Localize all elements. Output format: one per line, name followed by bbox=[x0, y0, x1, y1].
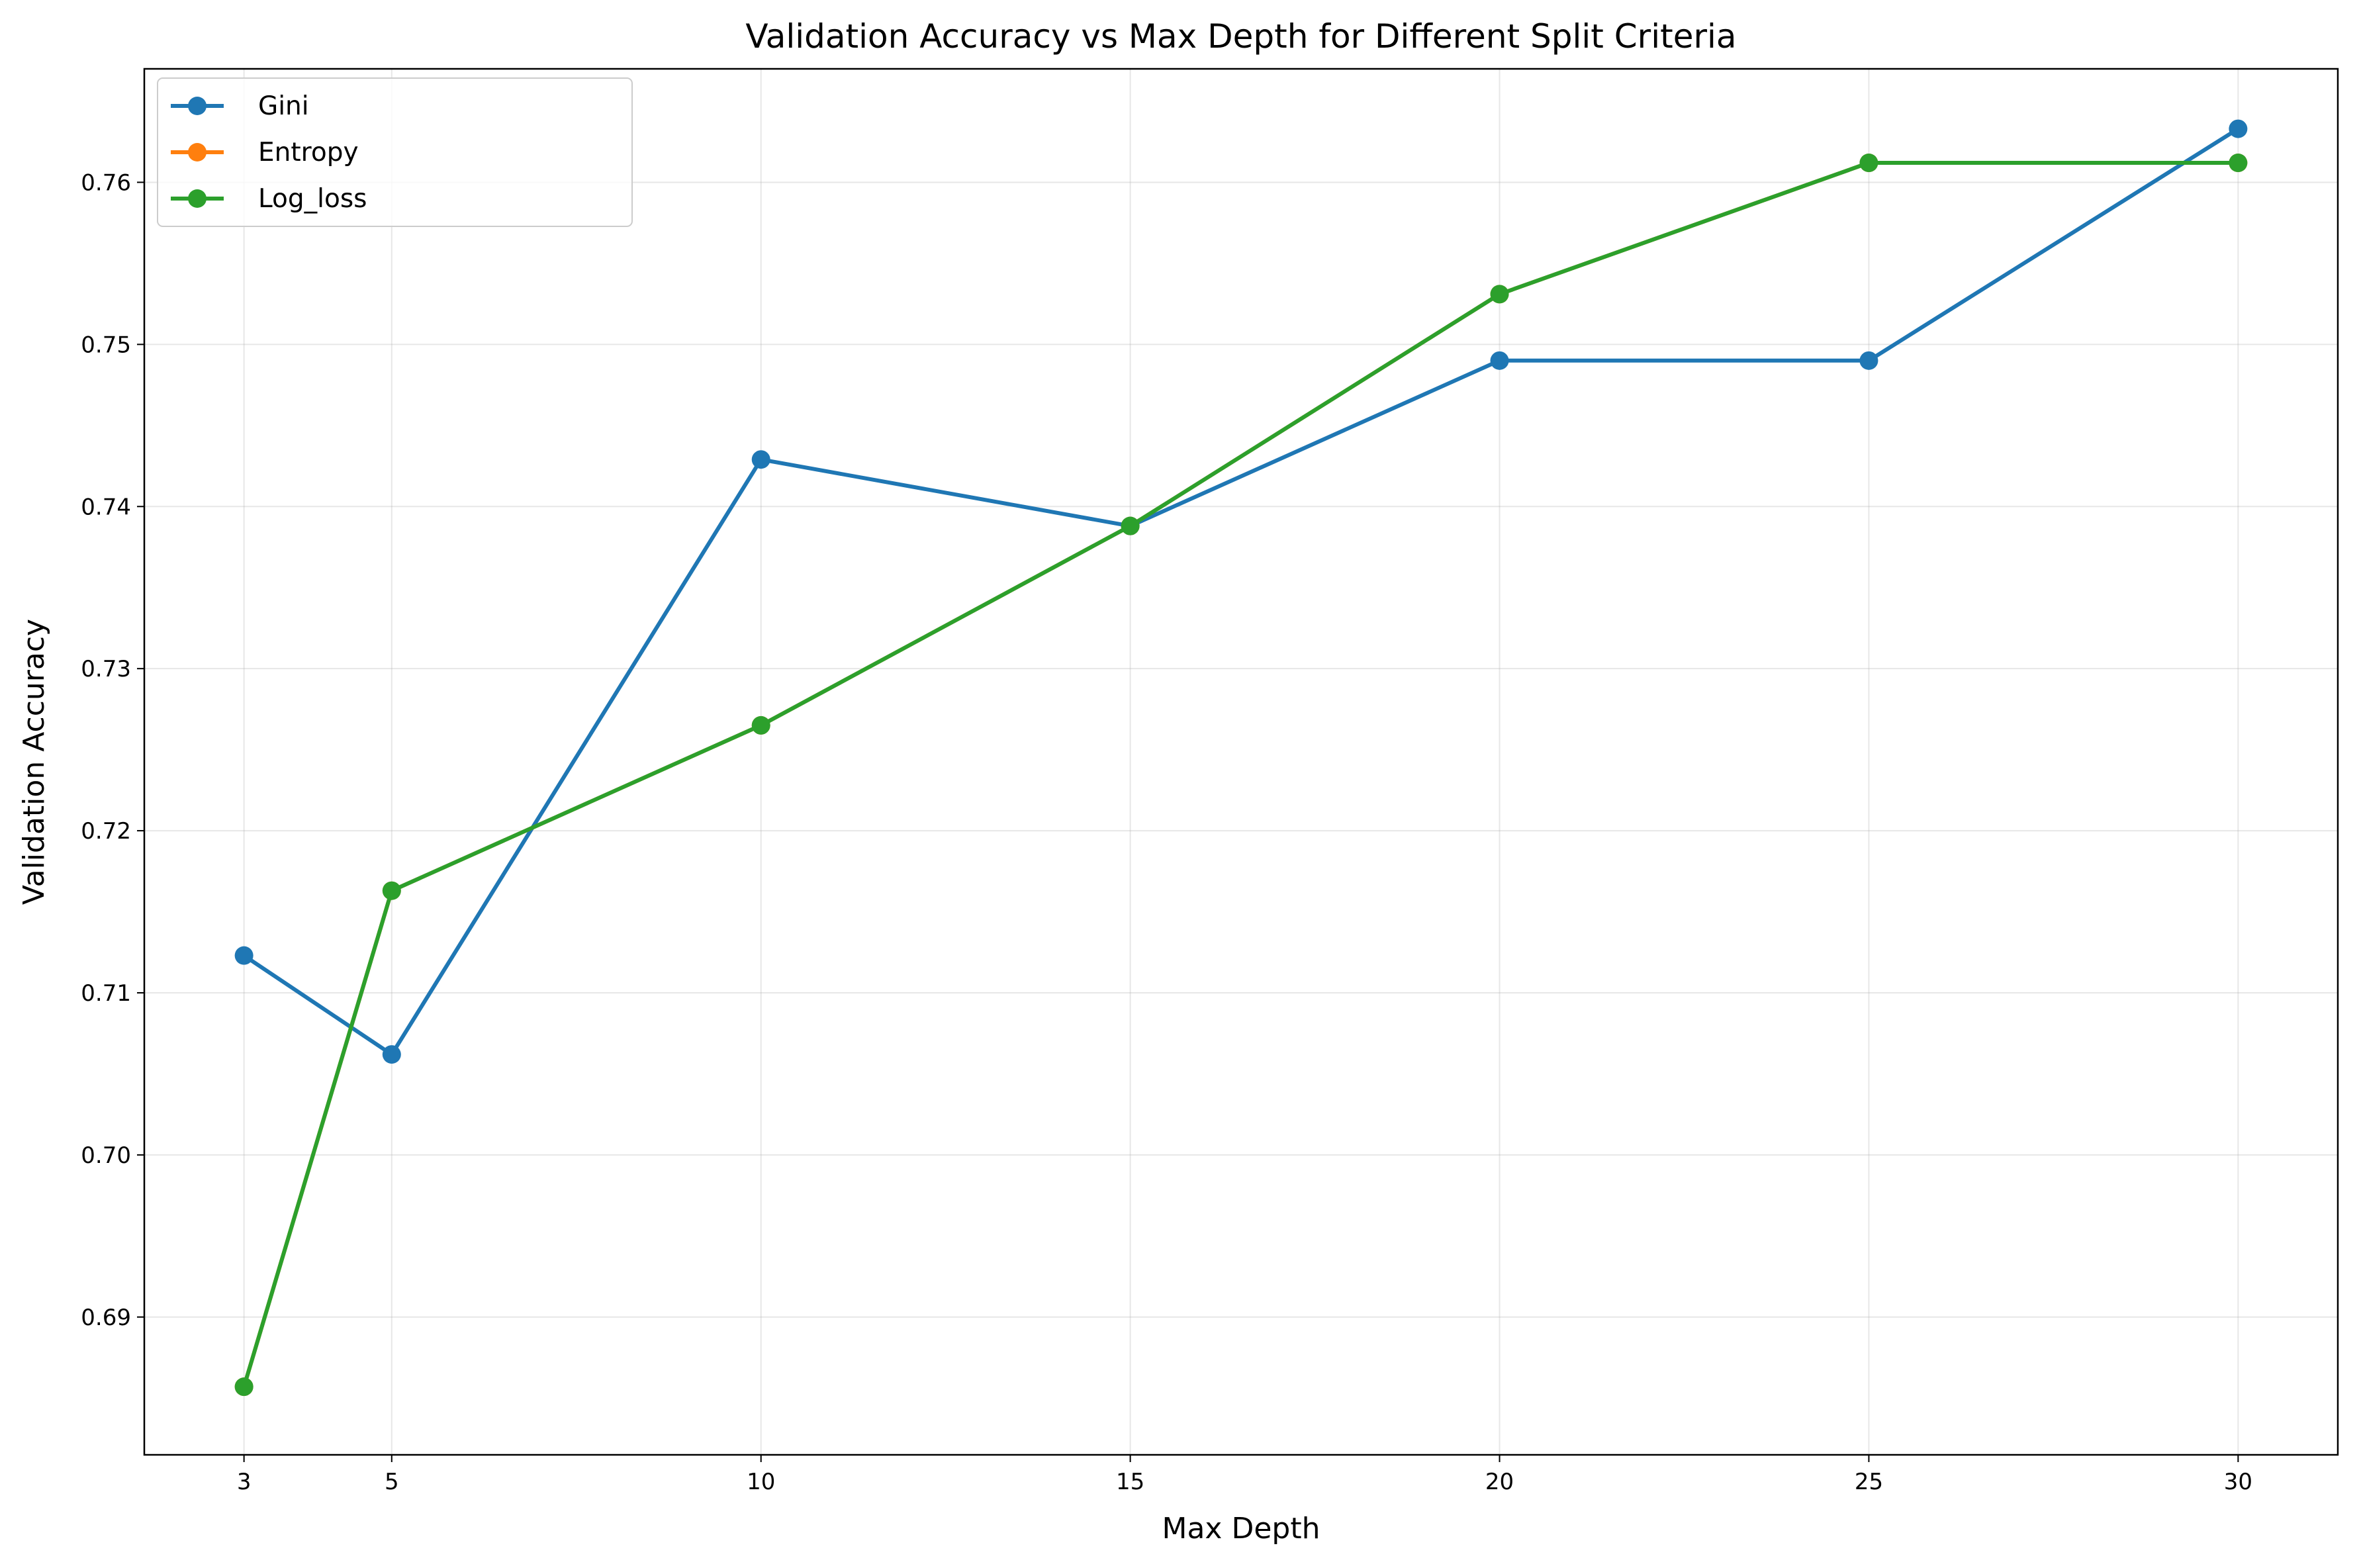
axis-ticks: 3 5 10 15 20 25 30 0.69 0.70 0.71 0.72 0.73 0.74 0.75… bbox=[81, 169, 2252, 1495]
x-tick-label: 10 bbox=[747, 1469, 775, 1495]
y-axis-label: Validation Accuracy bbox=[17, 619, 51, 905]
legend-marker-log-loss bbox=[188, 189, 207, 208]
data-point-gini bbox=[751, 450, 770, 469]
data-point-gini bbox=[1859, 351, 1878, 370]
legend-label-log-loss: Log_loss bbox=[258, 184, 367, 214]
data-point-log-loss bbox=[382, 881, 401, 900]
x-tick-label: 30 bbox=[2224, 1469, 2252, 1495]
data-point-log-loss bbox=[1121, 516, 1140, 535]
y-tick-label: 0.70 bbox=[81, 1142, 131, 1169]
chart-title: Validation Accuracy vs Max Depth for Dif… bbox=[745, 17, 1736, 56]
x-tick-label: 25 bbox=[1855, 1469, 1883, 1495]
data-point-gini bbox=[382, 1045, 401, 1064]
data-point-log-loss bbox=[1859, 154, 1878, 173]
legend-label-gini: Gini bbox=[258, 91, 309, 121]
y-tick-label: 0.71 bbox=[81, 980, 131, 1007]
series-lines bbox=[234, 119, 2248, 1397]
data-point-gini bbox=[2229, 119, 2248, 138]
legend-marker-entropy bbox=[188, 143, 207, 161]
x-tick-label: 20 bbox=[1485, 1469, 1514, 1495]
legend-label-entropy: Entropy bbox=[258, 138, 359, 167]
y-tick-label: 0.74 bbox=[81, 494, 131, 520]
y-tick-label: 0.76 bbox=[81, 169, 131, 196]
y-tick-label: 0.72 bbox=[81, 818, 131, 845]
data-point-gini bbox=[234, 946, 254, 965]
y-tick-label: 0.75 bbox=[81, 332, 131, 358]
x-tick-label: 3 bbox=[237, 1469, 252, 1495]
data-point-gini bbox=[1490, 351, 1509, 370]
plot-frame bbox=[143, 68, 2339, 1456]
x-axis-label: Max Depth bbox=[1162, 1512, 1320, 1545]
x-tick-label: 5 bbox=[385, 1469, 399, 1495]
legend-marker-gini bbox=[188, 97, 207, 115]
x-tick-label: 15 bbox=[1116, 1469, 1144, 1495]
data-point-log-loss bbox=[2229, 154, 2248, 173]
grid-lines bbox=[144, 69, 2338, 1455]
y-tick-label: 0.69 bbox=[81, 1305, 131, 1331]
data-point-log-loss bbox=[751, 715, 770, 735]
data-point-log-loss bbox=[234, 1377, 254, 1397]
y-tick-label: 0.73 bbox=[81, 656, 131, 682]
legend: Gini Entropy Log_loss bbox=[157, 77, 633, 227]
data-point-log-loss bbox=[1490, 285, 1509, 304]
legend-box bbox=[157, 77, 633, 227]
